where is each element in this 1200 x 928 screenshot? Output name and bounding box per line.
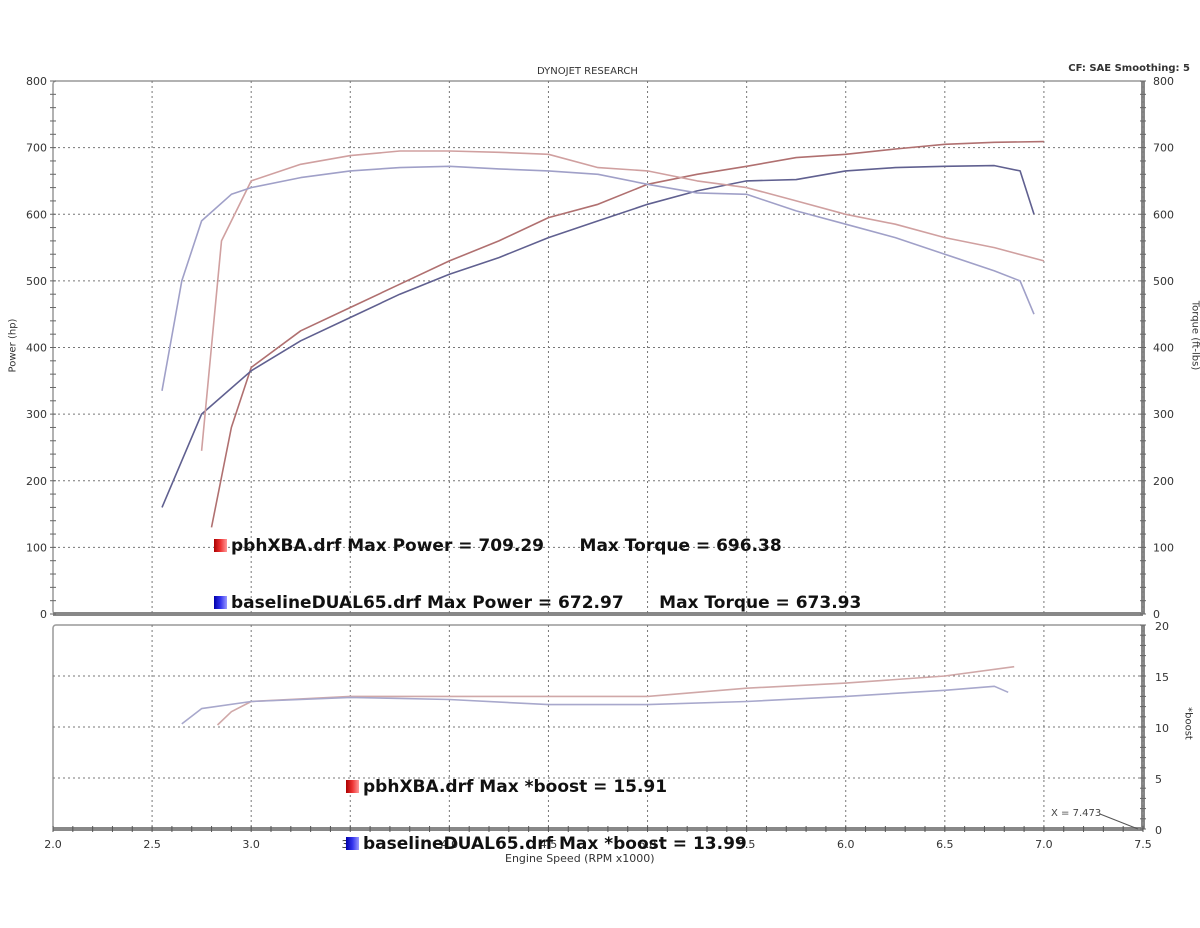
legend-item-baseline-boost: baselineDUAL65.drf Max *boost = 13.99: [346, 835, 747, 854]
y-tick-label-right: 700: [1153, 142, 1174, 155]
y-tick-label-left: 100: [26, 541, 47, 554]
legend-item-pbhxba: pbhXBA.drf Max Power = 709.29 Max Torque…: [214, 537, 861, 556]
y-axis-label-torque: Torque (ft-lbs): [1189, 300, 1200, 371]
boost-tick-label: 20: [1155, 620, 1169, 633]
y-tick-label-left: 500: [26, 275, 47, 288]
x-tick-label: 2.5: [143, 838, 161, 851]
y-tick-label-left: 700: [26, 142, 47, 155]
red-swatch-icon: [346, 780, 359, 793]
y-tick-label-left: 200: [26, 475, 47, 488]
boost-tick-label: 5: [1155, 773, 1162, 786]
y-tick-label-right: 500: [1153, 275, 1174, 288]
chart-title: DYNOJET RESEARCH: [537, 66, 638, 77]
data-series-line: [200, 150, 1045, 451]
x-tick-label: 5.5: [738, 838, 756, 851]
x-tick-label: 3.0: [242, 838, 260, 851]
x-tick-label: 4.0: [441, 838, 459, 851]
data-series-line: [210, 140, 1044, 528]
y-tick-label-right: 0: [1153, 608, 1160, 621]
boost-tick-label: 0: [1155, 824, 1162, 837]
data-series-line: [216, 665, 1015, 726]
y-axis-label-power: Power (hp): [7, 318, 19, 373]
y-tick-label-right: 400: [1153, 342, 1174, 355]
y-tick-label-left: 0: [40, 608, 47, 621]
legend-item-baseline: baselineDUAL65.drf Max Power = 672.97 Ma…: [214, 594, 861, 613]
boost-tick-label: 10: [1155, 722, 1169, 735]
y-tick-label-left: 600: [26, 208, 47, 221]
x-axis-label: Engine Speed (RPM x1000): [505, 852, 655, 865]
y-tick-label-left: 300: [26, 408, 47, 421]
data-series-line: [161, 164, 1035, 508]
y-tick-label-left: 400: [26, 342, 47, 355]
x-tick-label: 6.5: [936, 838, 954, 851]
x-tick-label: 7.0: [1035, 838, 1053, 851]
data-series-line: [181, 685, 1009, 725]
blue-swatch-icon: [346, 837, 359, 850]
main-legend: pbhXBA.drf Max Power = 709.29 Max Torque…: [214, 499, 861, 632]
x-tick-label: 2.0: [44, 838, 62, 851]
boost-tick-label: 15: [1155, 671, 1169, 684]
y-tick-label-left: 800: [26, 75, 47, 88]
x-tick-label: 7.5: [1134, 838, 1152, 851]
blue-swatch-icon: [214, 596, 227, 609]
y-tick-label-right: 600: [1153, 208, 1174, 221]
red-swatch-icon: [214, 539, 227, 552]
x-tick-label: 6.0: [837, 838, 855, 851]
y-tick-label-right: 800: [1153, 75, 1174, 88]
data-series-line: [161, 165, 1035, 391]
cursor-leader-line: [1099, 813, 1139, 830]
legend-item-pbhxba-boost: pbhXBA.drf Max *boost = 15.91: [346, 778, 747, 797]
chart-settings: CF: SAE Smoothing: 5: [1068, 63, 1190, 74]
y-axis-label-boost: *boost: [1182, 707, 1194, 740]
x-tick-label: 4.5: [540, 838, 558, 851]
boost-legend: pbhXBA.drf Max *boost = 15.91 baselineDU…: [346, 740, 747, 873]
y-tick-label-right: 100: [1153, 541, 1174, 554]
y-tick-label-right: 200: [1153, 475, 1174, 488]
y-tick-label-right: 300: [1153, 408, 1174, 421]
cursor-label: X = 7.473: [1051, 808, 1102, 819]
x-tick-label: 5.0: [639, 838, 657, 851]
